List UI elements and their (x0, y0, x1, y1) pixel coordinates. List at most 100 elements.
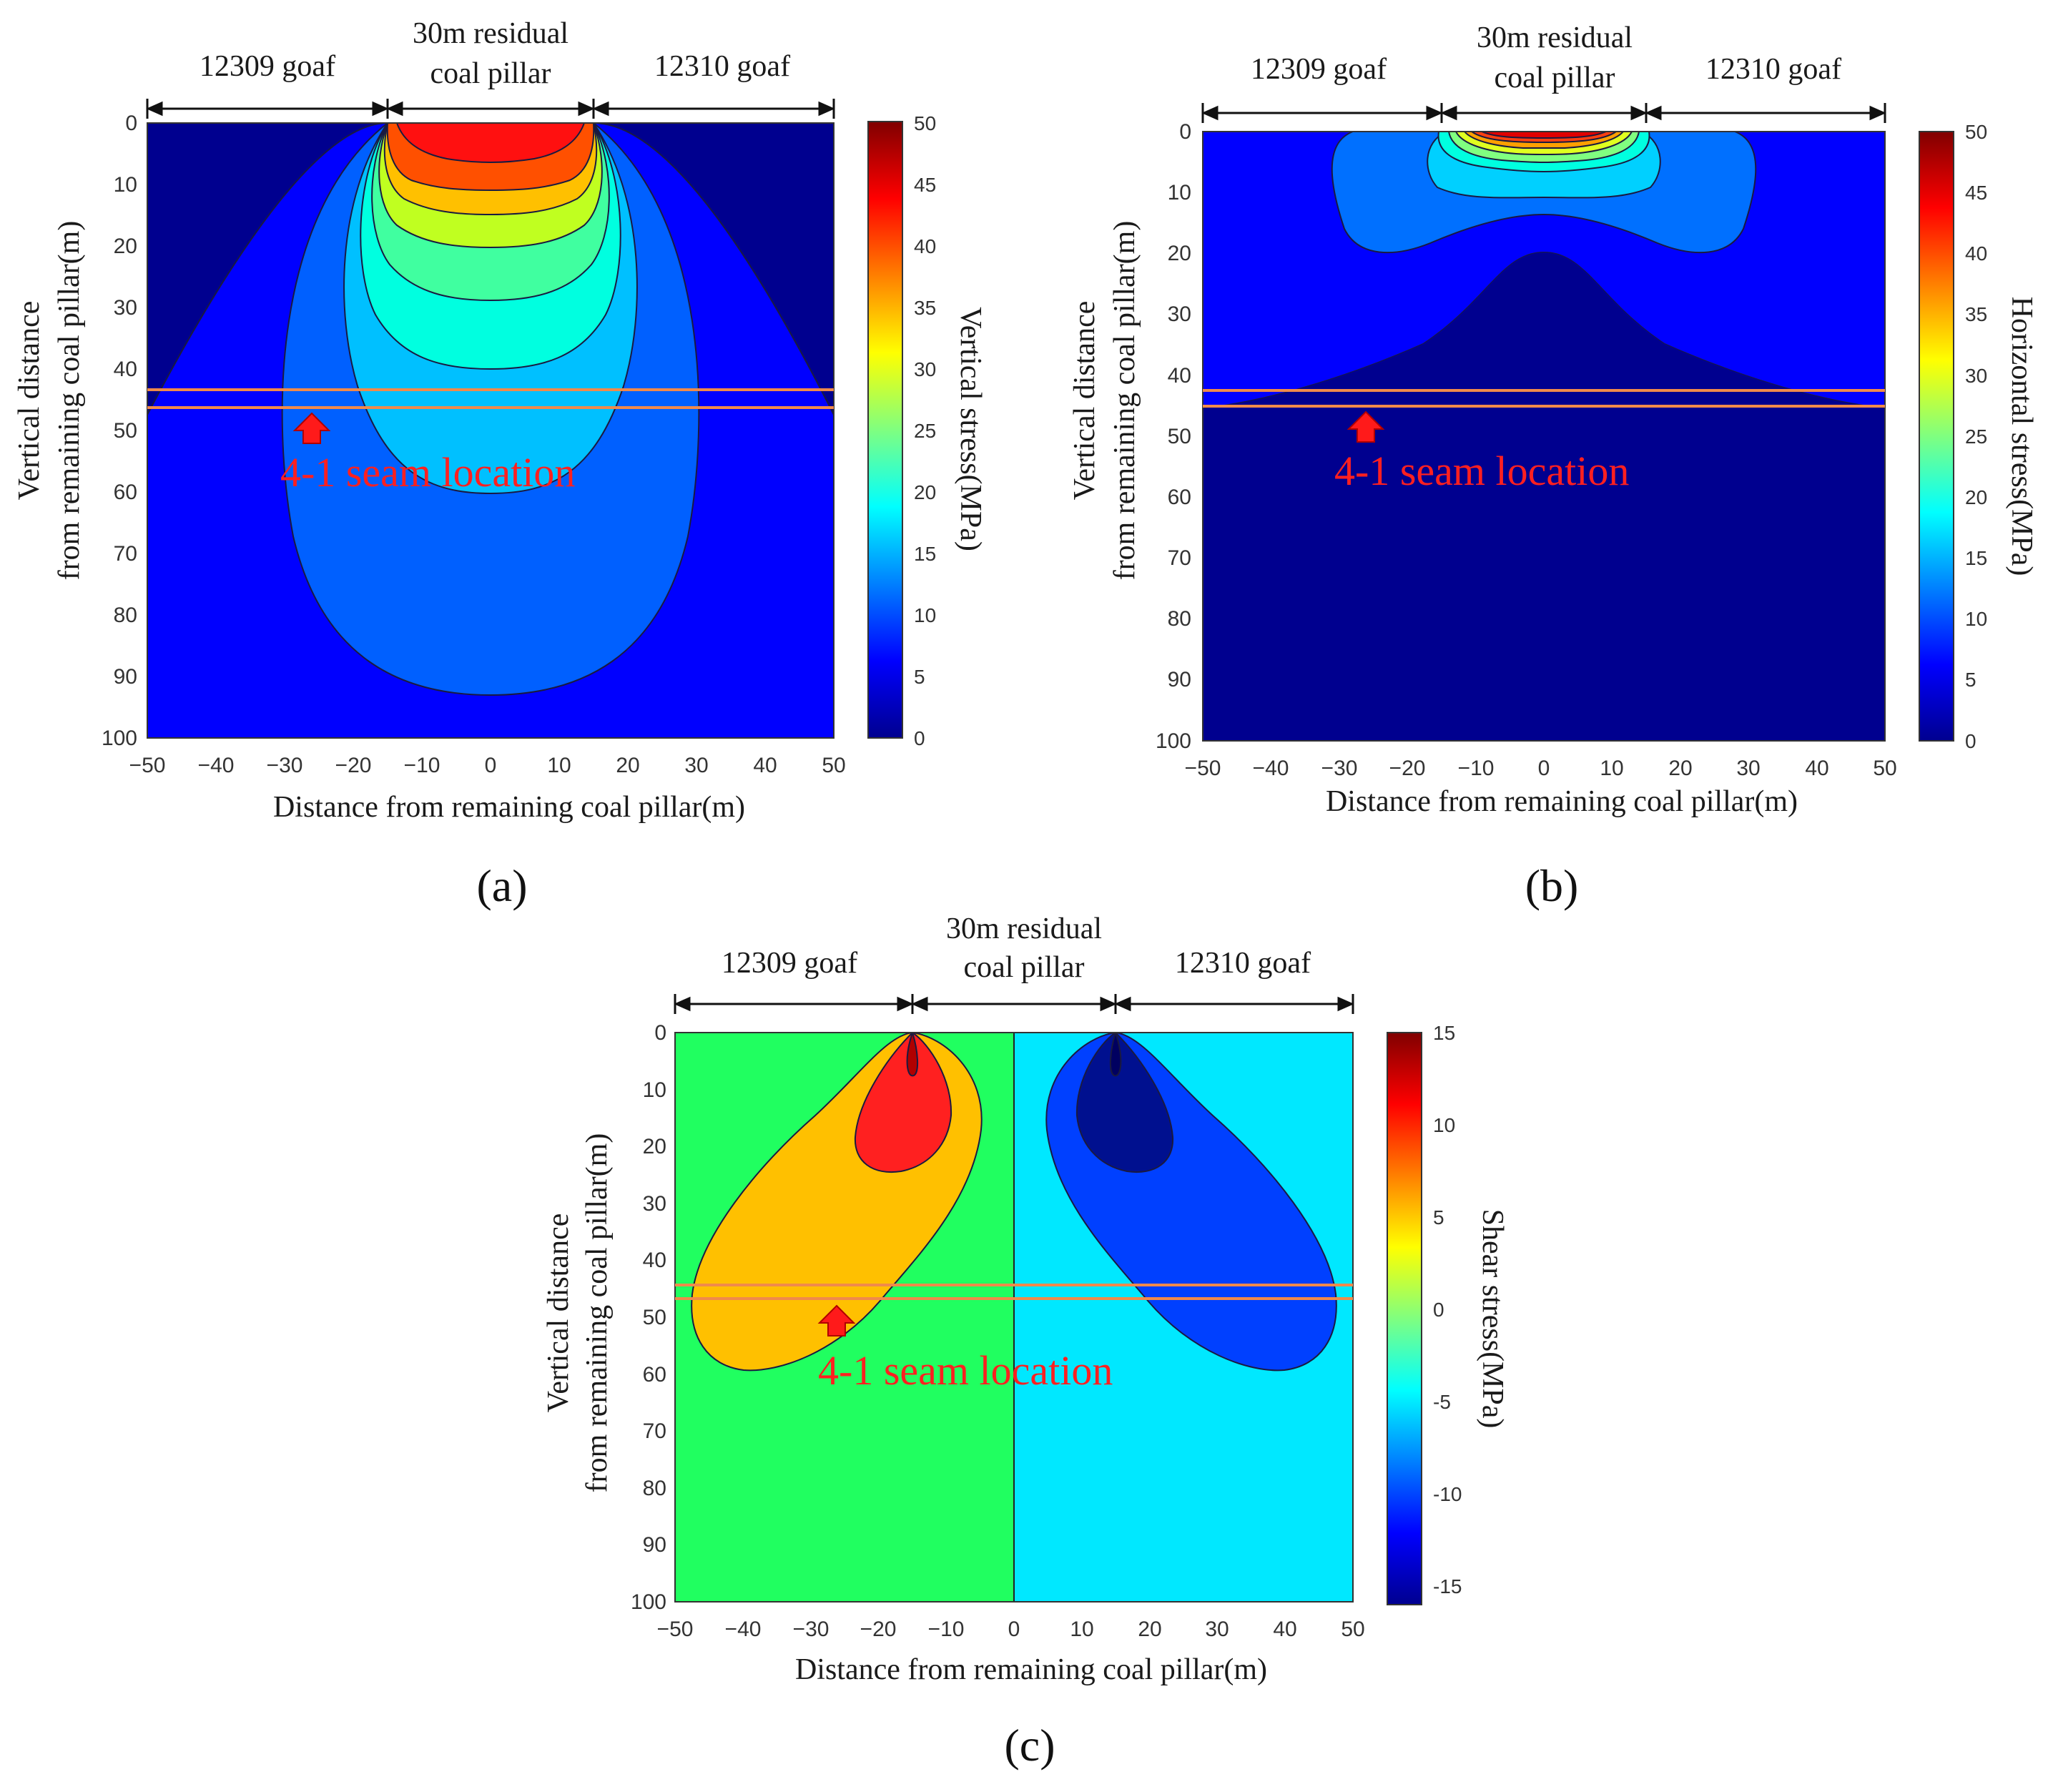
panel-b-x-tick: 20 (1668, 757, 1692, 780)
panel-c-y-tick: 90 (643, 1533, 666, 1557)
panel-c-y-tick: 0 (654, 1021, 666, 1045)
panel-b-y-tick: 80 (1168, 607, 1191, 631)
panel-a-y-tick: 20 (114, 235, 137, 258)
panel-b-region-middle-label-line2: coal pillar (1494, 61, 1615, 94)
panel-c-colorbar-label: Shear stress(MPa) (1476, 1209, 1509, 1429)
panel-a-x-tick: 0 (485, 754, 497, 777)
panel-a-seam-label: 4-1 seam location (280, 449, 575, 496)
panel-b-y-tick: 20 (1168, 242, 1191, 265)
panel-a-contours (147, 123, 834, 738)
panel-c-label: (c) (1004, 1720, 1055, 1771)
panel-a-x-tick: 40 (753, 754, 777, 777)
panel-b-colorbar-tick: 50 (1965, 121, 1987, 143)
panel-a-x-tick: 30 (684, 754, 708, 777)
panel-c-y-tick: 10 (643, 1078, 666, 1102)
panel-b-colorbar-tick: 45 (1965, 182, 1987, 204)
panel-b-x-tick: 0 (1538, 757, 1550, 780)
panel-c-x-tick: 20 (1138, 1618, 1161, 1641)
panel-c-x-tick: 0 (1008, 1618, 1020, 1641)
panel-b-x-tick: 50 (1873, 757, 1896, 780)
panel-c-positive-lobe-core (906, 1033, 919, 1077)
panel-a-x-axis-label: Distance from remaining coal pillar(m) (273, 791, 745, 824)
panel-b-contours (1203, 132, 1885, 741)
panel-a-x-tick: −50 (129, 754, 166, 777)
panel-c-y-tick: 50 (643, 1306, 666, 1329)
panel-a-seam-arrow (292, 412, 331, 444)
panel-b-y-tick: 0 (1179, 120, 1191, 144)
panel-b-label: (b) (1525, 860, 1579, 911)
panel-a-x-ticks: −50 −40 −30 −20 −10 0 10 20 30 40 50 (129, 754, 846, 777)
panel-b-y-tick: 90 (1168, 668, 1191, 691)
panel-b-x-tick: −20 (1389, 757, 1426, 780)
panel-b-colorbar-tick: 0 (1965, 730, 1976, 752)
panel-c-y-axis-label-line2: from remaining coal pillar(m) (581, 1133, 614, 1493)
panel-a-y-tick: 10 (114, 173, 137, 197)
panel-c-seam-arrow (817, 1304, 856, 1336)
panel-a-colorbar-tick: 45 (914, 174, 936, 196)
panel-b-colorbar-tick: 15 (1965, 547, 1987, 569)
panel-c-colorbar-tick: 10 (1433, 1114, 1455, 1136)
panel-b-y-tick: 70 (1168, 546, 1191, 570)
panel-b-x-tick: 40 (1805, 757, 1828, 780)
panel-c-colorbar-ticks: -15 -10 -5 0 5 10 15 (1433, 1022, 1462, 1597)
panel-b-region-brackets (1201, 103, 1886, 123)
panel-b-y-tick: 50 (1168, 425, 1191, 448)
panel-c-colorbar-tick: 15 (1433, 1022, 1455, 1044)
panel-c-plot-frame (674, 1032, 1354, 1603)
panel-a-colorbar-tick: 0 (914, 727, 925, 749)
panel-a-y-tick: 80 (114, 604, 137, 627)
panel-b-y-axis-label-line2: from remaining coal pillar(m) (1108, 221, 1141, 581)
panel-c-colorbar-tick: -10 (1433, 1483, 1462, 1505)
panel-a-contour-45 (395, 123, 586, 164)
panel-b: 4-1 seam location −50 −40 −30 −20 −10 0 … (1068, 21, 2038, 911)
panel-a-y-ticks: 0 10 20 30 40 50 60 70 80 90 100 (102, 112, 137, 750)
panel-b-plot-frame (1202, 131, 1886, 742)
panel-c-x-tick: −20 (860, 1618, 897, 1641)
panel-a-colorbar-ticks: 0 5 10 15 20 25 30 35 40 45 50 (914, 112, 936, 749)
panel-a-region-middle-label-line2: coal pillar (430, 57, 551, 90)
panel-b-colorbar-tick: 25 (1965, 425, 1987, 448)
panel-a-region-left-label: 12309 goaf (200, 50, 335, 83)
panel-b-colorbar-tick: 10 (1965, 608, 1987, 630)
panel-a-region-middle-label-line1: 30m residual (413, 17, 568, 50)
panel-b-seam-arrow (1347, 410, 1385, 443)
panel-b-y-tick: 10 (1168, 181, 1191, 205)
panel-a-x-tick: −10 (404, 754, 440, 777)
panel-c-y-axis-label-line1: Vertical distance (542, 1213, 575, 1413)
panel-b-y-tick: 30 (1168, 302, 1191, 326)
panel-a-colorbar (867, 121, 903, 739)
panel-b-y-axis-label-line1: Vertical distance (1068, 301, 1101, 501)
panel-b-colorbar-tick: 35 (1965, 303, 1987, 325)
panel-b-x-tick: 10 (1600, 757, 1623, 780)
panel-b-x-tick: −30 (1321, 757, 1358, 780)
panel-b-x-tick: −50 (1185, 757, 1221, 780)
panel-a-colorbar-tick: 5 (914, 666, 925, 688)
panel-c-y-tick: 20 (643, 1135, 666, 1158)
panel-c-contours (675, 1033, 1353, 1602)
panel-b-x-axis-label: Distance from remaining coal pillar(m) (1326, 785, 1798, 818)
panel-b-y-tick: 40 (1168, 364, 1191, 388)
panel-c-y-tick: 30 (643, 1192, 666, 1216)
panel-b-region-left-label: 12309 goaf (1251, 53, 1387, 86)
panel-c-colorbar (1387, 1032, 1422, 1605)
panel-a-x-tick: 10 (547, 754, 571, 777)
panel-c-region-middle-label-line2: coal pillar (963, 951, 1084, 984)
panel-a-y-axis-label-line1: Vertical distance (13, 301, 46, 501)
panel-c-x-tick: −40 (725, 1618, 762, 1641)
panel-c-seam-label: 4-1 seam location (818, 1347, 1113, 1394)
panel-a-y-tick: 90 (114, 665, 137, 689)
panel-c-colorbar-tick: -15 (1433, 1575, 1462, 1597)
panel-a-plot-frame (147, 122, 835, 739)
panel-c-y-tick: 60 (643, 1363, 666, 1387)
panel-c-x-tick: −10 (928, 1618, 965, 1641)
panel-a-x-tick: 20 (616, 754, 639, 777)
panel-a-x-tick: 50 (822, 754, 845, 777)
panel-c-colorbar-tick: -5 (1433, 1391, 1451, 1413)
panel-b-colorbar-tick: 40 (1965, 242, 1987, 265)
panel-b-x-tick: −10 (1458, 757, 1495, 780)
panel-c-x-tick: 50 (1341, 1618, 1364, 1641)
panel-b-x-tick: −40 (1253, 757, 1289, 780)
panel-b-y-tick: 60 (1168, 486, 1191, 509)
panel-c-negative-lobe-inner (1075, 1033, 1174, 1173)
